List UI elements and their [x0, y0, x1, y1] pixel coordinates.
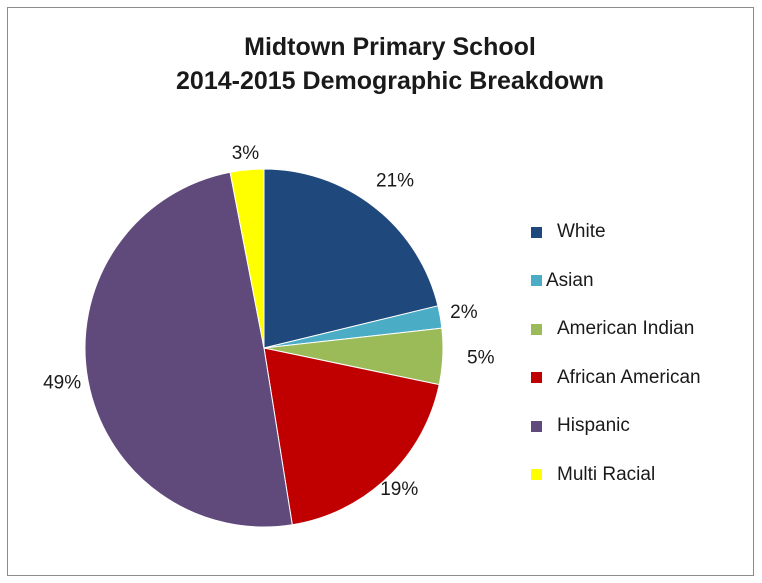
legend-item-multi-racial: Multi Racial [531, 451, 761, 500]
legend-swatch-multi-racial [531, 469, 542, 481]
legend-swatch-white [531, 226, 542, 238]
legend-swatch-asian [531, 275, 542, 287]
legend-item-african-american: African American [531, 354, 761, 403]
legend-label-american-indian: American Indian [557, 318, 695, 340]
legend-swatch-hispanic [531, 420, 542, 432]
legend-item-american-indian: American Indian [531, 305, 761, 354]
legend-label-african-american: African American [557, 366, 701, 388]
pie-slice-multi-racial [229, 168, 265, 349]
chart-title-line-1: Midtown Primary School [244, 33, 536, 61]
data-label-hispanic: 49% [43, 373, 81, 394]
data-label-white: 21% [376, 170, 414, 191]
pie-slices [84, 168, 444, 528]
data-label-african-american: 19% [380, 479, 418, 500]
pie-slice-white [263, 168, 439, 349]
legend-item-white: White [531, 208, 761, 257]
legend: White Asian American Indian African Amer… [531, 208, 761, 499]
legend-item-hispanic: Hispanic [531, 402, 761, 451]
legend-label-multi-racial: Multi Racial [557, 463, 656, 485]
legend-swatch-african-american [531, 372, 542, 384]
data-label-american-indian: 5% [467, 347, 495, 368]
legend-item-asian: Asian [531, 257, 761, 306]
pie-data-labels: 21% 2% 5% 19% 49% 3% [43, 143, 494, 500]
legend-label-white: White [557, 221, 606, 243]
legend-label-asian: Asian [546, 269, 594, 291]
data-label-multi-racial: 3% [232, 143, 260, 164]
chart-title: Midtown Primary School 2014-2015 Demogra… [130, 30, 650, 98]
legend-swatch-american-indian [531, 323, 542, 335]
chart-title-line-2: 2014-2015 Demographic Breakdown [176, 67, 604, 95]
pie-slice-african-american [263, 347, 440, 526]
pie-slice-hispanic [84, 171, 293, 528]
data-label-asian: 2% [450, 302, 478, 323]
legend-label-hispanic: Hispanic [557, 415, 630, 437]
